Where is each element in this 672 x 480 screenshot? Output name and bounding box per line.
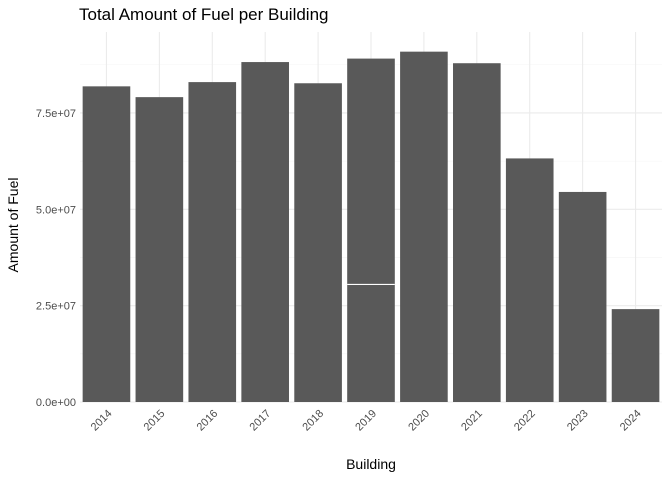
bar-2017 xyxy=(241,62,289,402)
y-axis-title: Amount of Fuel xyxy=(5,178,21,273)
bar-2014 xyxy=(82,86,131,402)
bar-2020 xyxy=(400,51,448,402)
x-tick-label: 2014 xyxy=(89,408,115,434)
y-tick-label: 7.5e+07 xyxy=(36,108,76,120)
bar-2021 xyxy=(453,63,501,402)
y-axis-ticks: 0.0e+00 2.5e+07 5.0e+07 7.5e+07 xyxy=(36,108,76,409)
bars xyxy=(82,51,660,403)
x-tick-label: 2017 xyxy=(248,408,274,434)
x-axis-title: Building xyxy=(346,456,396,472)
x-tick-label: 2023 xyxy=(565,408,591,434)
bar-2016 xyxy=(188,82,237,403)
bar-2023 xyxy=(558,191,607,402)
y-tick-label: 0.0e+00 xyxy=(36,397,76,409)
chart-title: Total Amount of Fuel per Building xyxy=(79,5,328,24)
bar-2015 xyxy=(135,97,184,403)
x-tick-label: 2020 xyxy=(406,408,432,434)
x-axis-ticks: 2014 2015 2016 2017 2018 2019 2020 2021 2022 2023… xyxy=(89,408,644,434)
bar-2018 xyxy=(294,83,342,403)
y-tick-label: 5.0e+07 xyxy=(36,204,76,216)
x-tick-label: 2021 xyxy=(459,408,485,434)
bar-2019 xyxy=(347,58,395,402)
x-tick-label: 2024 xyxy=(618,408,644,434)
x-tick-label: 2016 xyxy=(195,408,221,434)
bar-2022 xyxy=(505,158,554,402)
bar-2024 xyxy=(611,309,660,402)
x-tick-label: 2019 xyxy=(353,408,379,434)
x-tick-label: 2015 xyxy=(142,408,168,434)
y-tick-label: 2.5e+07 xyxy=(36,301,76,313)
x-tick-label: 2022 xyxy=(512,408,538,434)
x-tick-label: 2018 xyxy=(300,408,326,434)
